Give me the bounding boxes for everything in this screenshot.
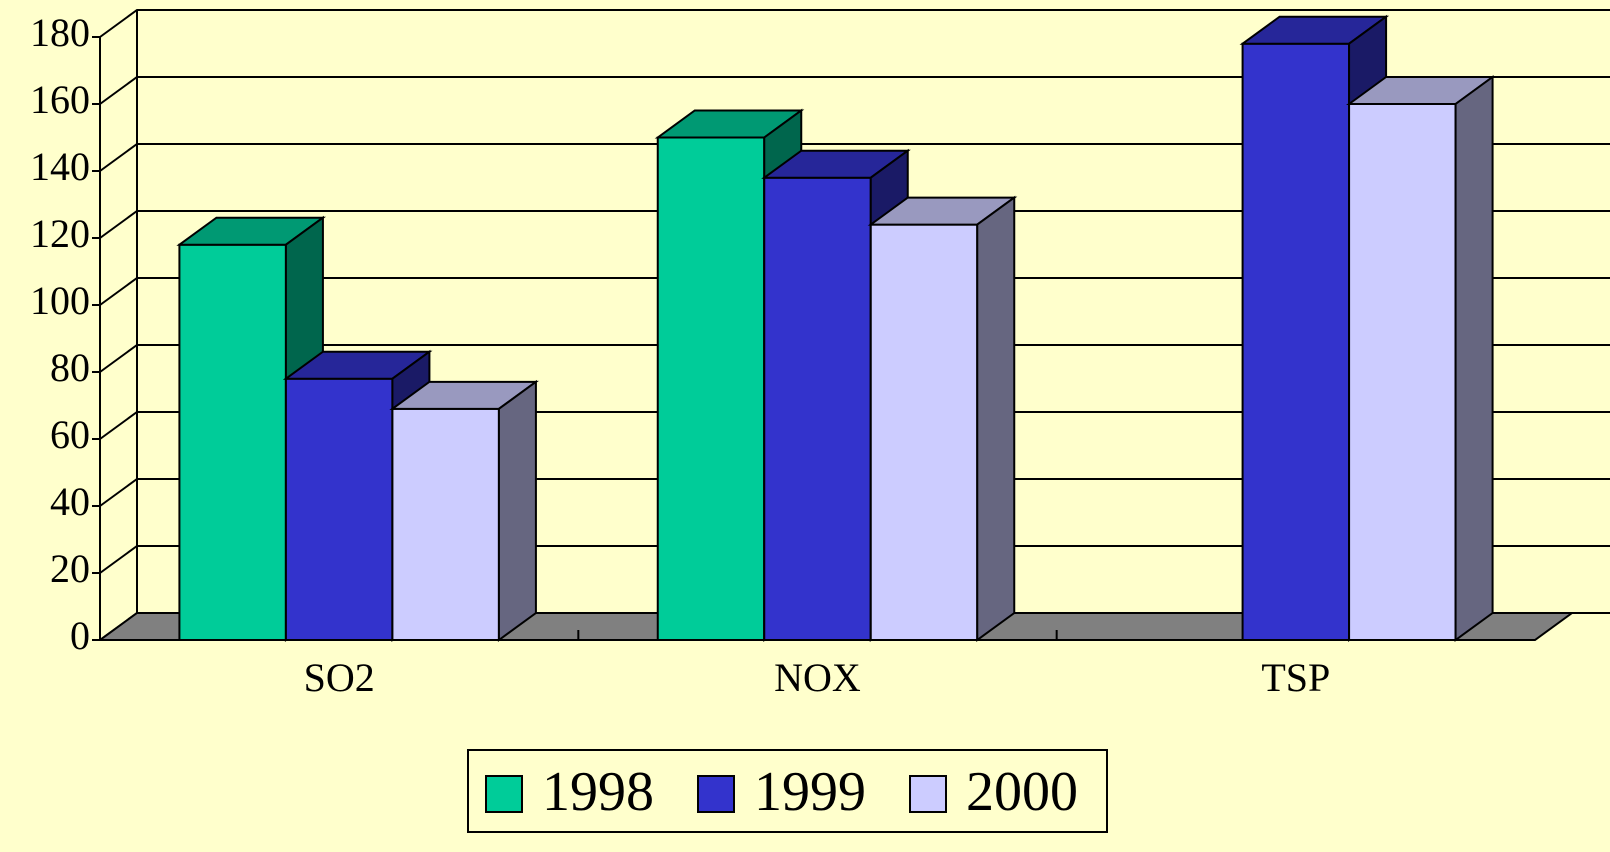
y-tick-label: 60: [50, 412, 90, 457]
bar: [284, 377, 394, 641]
legend-label: 1998: [542, 761, 654, 823]
bar: [1241, 42, 1351, 641]
bar: [178, 243, 287, 641]
legend-swatch: [485, 775, 523, 813]
x-tick-label: NOX: [774, 655, 861, 700]
y-tick-label: 180: [30, 10, 90, 55]
bar-side: [976, 195, 1016, 642]
bar-side: [497, 379, 537, 642]
y-tick-label: 140: [30, 144, 90, 189]
x-tick-label: TSP: [1261, 655, 1330, 700]
legend-swatch: [909, 775, 947, 813]
side-wall: [100, 10, 137, 640]
legend-label: 1999: [754, 761, 866, 823]
legend-box: [467, 749, 1108, 833]
y-tick-label: 0: [70, 613, 90, 658]
bar: [869, 223, 979, 641]
bar: [391, 407, 500, 641]
legend-label: 2000: [966, 761, 1078, 823]
bar: [763, 176, 872, 641]
legend-swatch: [697, 775, 735, 813]
y-tick-label: 120: [30, 211, 90, 256]
bar-side: [1454, 75, 1494, 642]
bar: [1348, 103, 1457, 641]
bar: [656, 136, 766, 641]
y-tick-label: 160: [30, 77, 90, 122]
x-tick-label: SO2: [304, 655, 375, 700]
y-tick-label: 40: [50, 479, 90, 524]
y-tick-label: 100: [30, 278, 90, 323]
y-tick-label: 20: [50, 546, 90, 591]
y-tick-label: 80: [50, 345, 90, 390]
